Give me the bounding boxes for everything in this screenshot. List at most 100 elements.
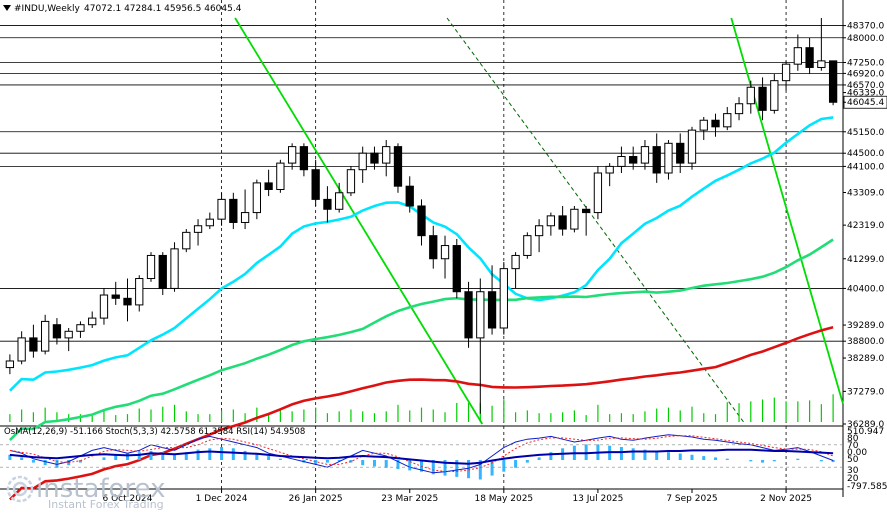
osma-bar: [184, 452, 188, 460]
candles: [5, 18, 838, 414]
osma-bar: [31, 460, 35, 463]
volume-bars: [9, 394, 834, 422]
indicator-tick-label: 30: [847, 466, 859, 476]
logo-name: instaforex: [36, 474, 165, 504]
osma-bar: [643, 449, 647, 460]
osma-bar: [537, 457, 541, 460]
candle-body: [217, 198, 226, 220]
candle-body: [76, 324, 85, 332]
stoch-signal-line: [9, 435, 834, 472]
candle-body: [605, 165, 614, 174]
osma-bar: [314, 460, 318, 464]
osma-bar: [349, 460, 353, 463]
osma-bar: [231, 448, 235, 460]
osma-bar: [525, 460, 529, 463]
osma-bar: [831, 460, 835, 463]
osma-bar: [467, 460, 471, 479]
osma-bar: [749, 460, 753, 462]
candle-body: [723, 113, 732, 128]
candle-body: [476, 291, 485, 339]
candle-body: [511, 254, 520, 270]
grid: [0, 0, 844, 497]
candle-body: [158, 254, 167, 289]
osma-bar: [43, 460, 47, 466]
indicator-tick-label: 80: [847, 434, 859, 444]
candle-body: [205, 218, 214, 227]
ma-slow-line: [8, 325, 834, 501]
candle-body: [287, 146, 297, 164]
candle-body: [452, 245, 461, 293]
candle-body: [99, 294, 109, 319]
collapse-triangle-icon[interactable]: [3, 5, 11, 11]
candle-body: [593, 172, 603, 214]
osma-bar: [255, 453, 259, 460]
stoch-main-line: [9, 434, 834, 474]
time-tick-label: 23 Mar 2025: [381, 494, 438, 504]
price-tick-label: 41299.0: [847, 255, 884, 265]
price-tick-label: 40400.0: [847, 284, 884, 294]
time-tick-label: 7 Sep 2025: [666, 494, 717, 504]
time-axis: 6 Oct 2024 1 Dec 2024 26 Jan 2025 23 Mar 20…: [103, 489, 812, 504]
osma-bar: [137, 452, 141, 460]
candle-body: [676, 142, 685, 164]
osma-bar: [78, 460, 82, 463]
price-tick-label: 47250.0: [847, 59, 884, 69]
price-tick-label: 38800.0: [847, 337, 884, 347]
osma-bar: [408, 460, 412, 471]
osma-bar: [114, 454, 118, 460]
time-tick-label: 26 Jan 2025: [289, 494, 343, 504]
osma-bar: [631, 448, 635, 460]
indicator-tick-label: 0.00: [847, 448, 867, 458]
osma-bar: [714, 457, 718, 460]
indicator-label: OsMA(12,26,9) -51.166 Stoch(5,3,3) 42.57…: [4, 427, 305, 437]
candle-body: [111, 294, 120, 299]
osma-bar: [125, 453, 129, 460]
osma-bar: [278, 458, 282, 460]
candle-body: [88, 317, 97, 326]
price-tick-label: 37279.0: [847, 387, 884, 397]
osma-bar: [220, 447, 224, 460]
osma-bar: [619, 447, 623, 460]
candle-body: [629, 156, 638, 164]
candle-body: [393, 146, 403, 187]
osma-bar: [514, 460, 518, 468]
osma-bar: [372, 460, 376, 467]
osma-bar: [725, 458, 729, 460]
osma-bar: [655, 450, 659, 460]
osma-bar: [196, 449, 200, 460]
candle-body: [817, 60, 826, 68]
osma-bar: [690, 454, 694, 460]
candle-body: [523, 235, 532, 256]
osma-bar: [161, 452, 165, 460]
time-tick-label: 18 May 2025: [474, 494, 533, 504]
candle-body: [558, 215, 567, 230]
candle-body: [770, 80, 779, 111]
candle-body: [193, 225, 203, 233]
candle-body: [346, 169, 356, 194]
osma-bar: [443, 460, 447, 476]
osma-bar: [666, 452, 670, 460]
price-tick-label: 36289.0: [847, 420, 884, 430]
trend-lines: [234, 17, 844, 425]
candle-body: [429, 235, 438, 260]
candle-body: [828, 60, 838, 103]
chart-symbol: #INDU,Weekly: [14, 4, 80, 14]
price-tick-label: 46570.0: [847, 81, 884, 91]
candle-body: [146, 254, 156, 280]
osma-bar: [8, 454, 12, 460]
indicator-tick-label: 50: [847, 455, 859, 465]
candle-body: [534, 225, 544, 237]
trend-line: [730, 17, 844, 405]
rsi-line: [9, 448, 834, 465]
osma-bar: [702, 456, 706, 460]
instaforex-logo: instaforex Instant Forex Trading: [6, 474, 165, 511]
candle-body: [64, 330, 73, 339]
indicator-tick-label: -797.585: [847, 482, 887, 492]
osma-bar: [819, 460, 823, 462]
osma-bar: [102, 457, 106, 460]
candle-body: [370, 152, 379, 164]
osma-bar: [384, 460, 388, 468]
indicator-tick-label: 70: [847, 441, 859, 451]
